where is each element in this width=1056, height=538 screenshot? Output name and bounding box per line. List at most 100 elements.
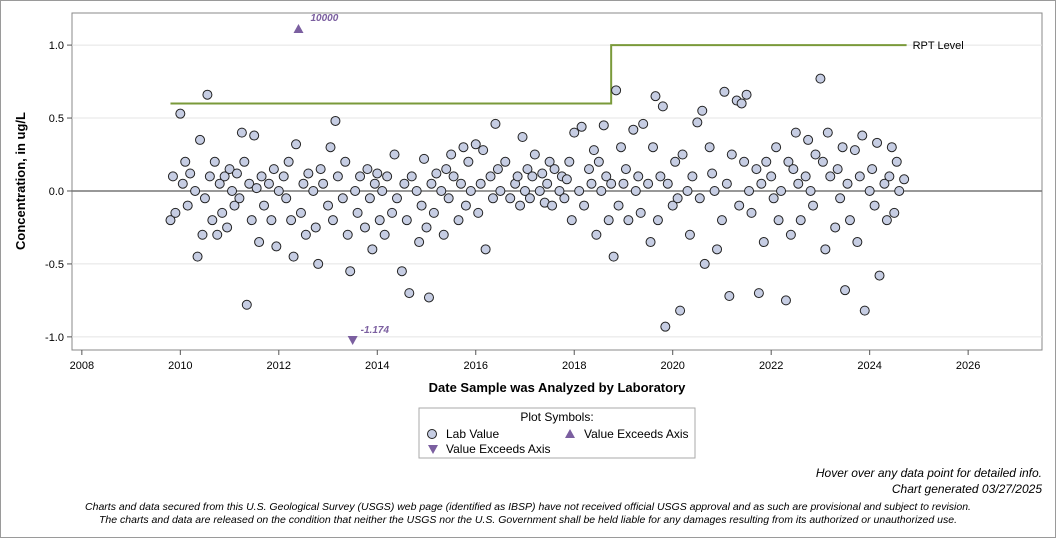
data-point [465,185,476,196]
data-points [165,73,910,332]
x-tick-label: 2010 [168,360,192,372]
y-tick-label: 0.0 [49,186,64,198]
disclaimer-line-2: The charts and data are released on the … [99,514,957,526]
data-point [660,321,671,332]
data-point [401,215,412,226]
y-axis-label: Concentration, in ug/L [13,112,28,250]
data-point [790,127,801,138]
data-point [246,215,257,226]
chart-generated-date: Chart generated 03/27/2025 [891,482,1042,496]
data-point [244,178,255,189]
x-tick-label: 2012 [267,360,291,372]
data-point [721,178,732,189]
data-point [820,244,831,255]
data-point [837,142,848,153]
data-point [736,98,747,109]
data-point [633,171,644,182]
data-point [566,215,577,226]
data-point [549,164,560,175]
data-point [396,266,407,277]
x-tick-label: 2022 [759,360,783,372]
data-point [854,171,865,182]
data-point [724,291,735,302]
data-point [606,178,617,189]
data-point [645,237,656,248]
data-point [315,164,326,175]
data-point [458,142,469,153]
data-point [485,171,496,182]
data-point [190,185,201,196]
data-point [704,142,715,153]
data-point [355,171,366,182]
data-point [214,178,225,189]
data-point [379,229,390,240]
legend: Plot Symbols: Lab Value Value Exceeds Ax… [418,407,696,459]
data-point [603,215,614,226]
data-point [463,156,474,167]
data-point [832,164,843,175]
x-axis-ticks: 2008 2010 2012 2014 2016 2018 2020 2022 2024 2026 [70,350,980,372]
data-point [672,193,683,204]
data-point [716,215,727,226]
data-point [199,193,210,204]
data-point [815,73,826,84]
data-point [222,222,233,233]
data-point [635,207,646,218]
data-point [620,164,631,175]
data-point [350,185,361,196]
data-point [431,168,442,179]
data-point [295,207,306,218]
data-point [268,164,279,175]
data-point [744,185,755,196]
data-point [227,185,238,196]
data-point [849,145,860,156]
legend-exceeds-up-marker [565,429,575,438]
legend-title: Plot Symbols: [520,410,593,424]
legend-exceeds-up-label: Value Exceeds Axis [584,427,689,441]
data-point [800,171,811,182]
data-point [298,178,309,189]
y-tick-label: 0.5 [49,113,64,125]
data-point [406,171,417,182]
data-point [726,149,737,160]
data-point [864,185,875,196]
data-point [448,171,459,182]
x-tick-label: 2016 [464,360,488,372]
x-tick-label: 2020 [660,360,684,372]
data-point [318,178,329,189]
data-point [278,171,289,182]
data-point [231,168,242,179]
data-point [266,215,277,226]
data-point [475,178,486,189]
data-point [758,237,769,248]
data-point [473,207,484,218]
data-point [879,178,890,189]
data-point [426,178,437,189]
data-point [436,185,447,196]
data-point [175,108,186,119]
y-tick-label: -0.5 [45,259,64,271]
data-point [561,174,572,185]
data-point [670,156,681,167]
data-point [192,251,203,262]
data-point [768,193,779,204]
data-point [591,229,602,240]
data-point [374,215,385,226]
data-point [675,305,686,316]
data-point [170,207,181,218]
data-point [515,200,526,211]
data-point [303,168,314,179]
data-point [564,156,575,167]
data-point [251,183,262,194]
data-point [618,178,629,189]
data-point [554,185,565,196]
data-point [687,171,698,182]
data-point [419,153,430,164]
data-point [527,171,538,182]
data-point [596,185,607,196]
data-point [195,134,206,145]
data-point [372,168,383,179]
data-point [682,185,693,196]
data-point [542,178,553,189]
